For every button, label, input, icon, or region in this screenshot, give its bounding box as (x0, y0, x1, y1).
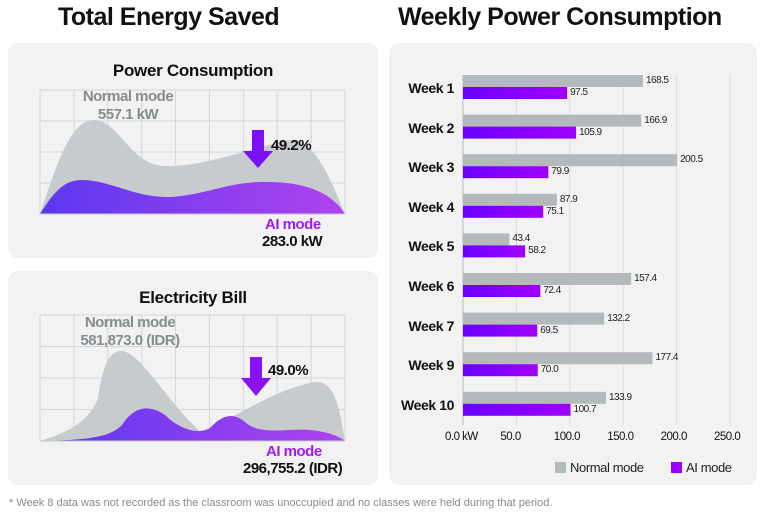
bar-value-label: 79.9 (551, 166, 569, 178)
footnote: * Week 8 data was not recorded as the cl… (9, 497, 553, 509)
y-tick-label: Week 7 (408, 317, 454, 334)
legend-swatch (671, 462, 682, 473)
bar-ai (463, 205, 544, 218)
bar-ai (463, 245, 526, 258)
bill-ai-area (40, 408, 345, 441)
y-tick-label: Week 2 (408, 119, 454, 136)
bar-ai (463, 126, 577, 139)
bar-normal (463, 312, 605, 325)
legend-ai: AI mode (671, 460, 732, 475)
chart-title: Weekly Power Consumption (398, 3, 722, 31)
bar-normal (463, 233, 510, 246)
bar-normal (463, 193, 557, 206)
bar-normal (463, 352, 653, 365)
bar-value-label: 43.4 (512, 233, 530, 245)
y-tick-label: Week 1 (408, 80, 454, 96)
bar-normal (463, 75, 643, 87)
bar-chart (462, 75, 731, 425)
bill-reduction: 49.0% (268, 362, 309, 379)
bar-value-label: 105.9 (579, 126, 602, 138)
left-heading: Total Energy Saved (58, 3, 280, 31)
bar-value-label: 168.5 (645, 75, 669, 86)
bar-value-label: 177.4 (655, 352, 678, 364)
bar-ai (463, 285, 541, 297)
bill-ai-label: AI mode (266, 443, 322, 460)
x-tick-label: 0.0 kW (445, 431, 478, 443)
bar-ai (463, 364, 538, 377)
bar-ai (463, 166, 549, 179)
legend-normal: Normal mode (555, 460, 644, 475)
bar-normal (463, 391, 607, 404)
bar-value-label: 133.9 (609, 391, 632, 403)
bar-value-label: 87.9 (559, 193, 578, 205)
bar-ai (463, 87, 568, 99)
bar-value-label: 69.5 (540, 324, 558, 336)
power-normal-label: Normal mode 557.1 kW (82, 88, 174, 123)
bar-value-label: 75.1 (546, 205, 564, 217)
y-tick-label: Week 3 (408, 159, 454, 176)
x-tick-label: 100.0 (553, 431, 581, 443)
legend-swatch (555, 462, 566, 473)
y-tick-label: Week 6 (408, 278, 454, 294)
bar-value-label: 100.7 (573, 403, 597, 415)
bill-normal-label: Normal mode 581,873.0 (IDR) (80, 314, 180, 349)
y-tick-label: Week 4 (408, 198, 454, 215)
x-tick-label: 200.0 (660, 431, 688, 443)
bill-ai-value: 296,755.2 (IDR) (243, 460, 343, 477)
bar-value-label: 157.4 (634, 273, 657, 284)
power-ai-area (40, 180, 345, 214)
bar-ai (463, 324, 538, 337)
power-title: Power Consumption (112, 61, 274, 80)
bar-normal (463, 154, 678, 167)
y-tick-label: Week 10 (401, 396, 454, 413)
bar-value-label: 97.5 (570, 87, 588, 98)
power-ai-label: AI mode (265, 216, 321, 233)
bill-normal-area (40, 350, 345, 441)
bar-normal (463, 114, 642, 127)
bill-title: Electricity Bill (139, 288, 247, 307)
bar-value-label: 200.5 (680, 154, 703, 166)
bar-value-label: 72.4 (543, 285, 561, 296)
x-tick-label: 50.0 (500, 431, 521, 443)
power-reduction: 49.2% (271, 137, 312, 154)
y-tick-label: Week 5 (408, 238, 454, 255)
bar-normal (463, 273, 632, 285)
bar-ai (463, 403, 571, 416)
bar-value-label: 70.0 (540, 364, 559, 376)
bar-value-label: 132.2 (607, 312, 630, 324)
power-ai-value: 283.0 kW (262, 233, 323, 250)
down-arrow-icon (241, 357, 271, 396)
bar-value-label: 58.2 (528, 245, 546, 257)
bar-value-label: 166.9 (644, 114, 667, 126)
y-tick-label: Week 9 (408, 357, 454, 374)
down-arrow-icon (243, 130, 273, 168)
x-tick-label: 250.0 (714, 431, 741, 443)
x-tick-label: 150.0 (607, 431, 634, 443)
